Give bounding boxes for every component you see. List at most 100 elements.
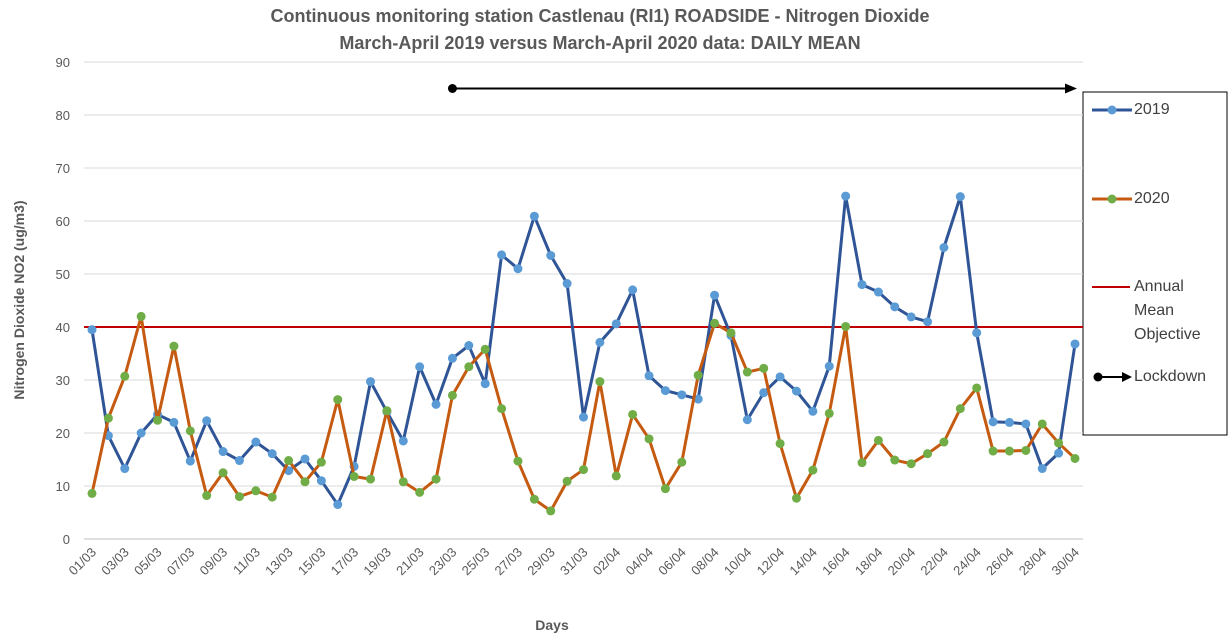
data-point — [103, 413, 113, 423]
y-tick-label: 90 — [56, 55, 70, 70]
data-point — [300, 477, 310, 487]
data-point — [660, 386, 670, 396]
x-tick-label: 22/04 — [917, 545, 951, 579]
data-point — [1021, 445, 1031, 455]
x-tick-label: 16/04 — [819, 545, 853, 579]
data-point — [1004, 446, 1014, 456]
data-point — [480, 379, 490, 389]
x-tick-label: 01/03 — [66, 545, 100, 579]
legend-label: 2019 — [1134, 101, 1170, 118]
x-tick-label: 28/04 — [1016, 545, 1050, 579]
data-point — [120, 464, 130, 474]
data-point — [923, 449, 933, 459]
data-point — [611, 319, 621, 329]
data-point — [1070, 453, 1080, 463]
data-point — [415, 362, 425, 372]
data-point — [808, 406, 818, 416]
data-point — [316, 476, 326, 486]
data-point — [136, 311, 146, 321]
data-point — [202, 491, 212, 501]
data-point — [202, 416, 212, 426]
data-point — [382, 406, 392, 416]
data-point — [480, 344, 490, 354]
data-point — [1037, 464, 1047, 474]
data-point — [497, 404, 507, 414]
chart-subtitle: March-April 2019 versus March-April 2020… — [339, 33, 860, 53]
chart-title: Continuous monitoring station Castlenau … — [270, 6, 929, 26]
data-point — [988, 417, 998, 427]
data-point — [923, 317, 933, 327]
x-tick-label: 10/04 — [721, 545, 755, 579]
x-tick-label: 19/03 — [360, 545, 394, 579]
x-tick-label: 02/04 — [590, 545, 624, 579]
data-point — [939, 243, 949, 252]
arrow-head — [1065, 83, 1077, 94]
data-point — [267, 449, 277, 459]
data-point — [841, 321, 851, 331]
data-point — [349, 471, 359, 481]
data-point — [759, 363, 769, 373]
x-tick-label: 09/03 — [197, 545, 231, 579]
x-tick-label: 30/04 — [1049, 545, 1083, 579]
y-tick-label: 30 — [56, 373, 70, 388]
data-point — [595, 377, 605, 387]
data-point — [87, 325, 97, 335]
x-tick-label: 15/03 — [295, 545, 329, 579]
data-point — [316, 457, 326, 467]
data-point — [136, 428, 146, 438]
data-point — [742, 415, 752, 425]
data-point — [791, 493, 801, 503]
data-point — [857, 458, 867, 468]
data-point — [1070, 339, 1080, 349]
x-tick-label: 03/03 — [98, 545, 132, 579]
data-point — [234, 492, 244, 502]
y-tick-label: 10 — [56, 479, 70, 494]
data-point — [234, 456, 244, 466]
data-point — [398, 436, 408, 446]
data-point — [906, 459, 916, 469]
x-tick-label: 23/03 — [426, 545, 460, 579]
data-point — [972, 328, 982, 338]
x-tick-label: 20/04 — [885, 545, 919, 579]
data-point — [808, 465, 818, 475]
data-point — [333, 500, 343, 510]
data-point — [579, 465, 588, 475]
data-point — [1021, 419, 1031, 429]
data-point — [169, 341, 179, 351]
y-tick-label: 60 — [56, 214, 70, 229]
data-point — [841, 191, 851, 201]
data-point — [218, 447, 228, 457]
y-tick-label: 70 — [56, 161, 70, 176]
data-point — [693, 394, 703, 404]
data-point — [873, 287, 883, 297]
x-tick-label: 21/03 — [393, 545, 427, 579]
data-point — [366, 377, 376, 387]
legend-label: Annual Mean Objective — [1134, 278, 1201, 343]
legend-label: Lockdown — [1134, 368, 1207, 385]
x-tick-label: 29/03 — [524, 545, 558, 579]
data-point — [185, 456, 195, 466]
y-tick-label: 20 — [56, 426, 70, 441]
data-point — [873, 435, 883, 445]
data-point — [710, 318, 720, 328]
data-point — [333, 395, 343, 405]
x-tick-label: 18/04 — [852, 545, 886, 579]
data-point — [955, 192, 965, 202]
data-point — [906, 312, 916, 322]
data-point — [169, 417, 179, 427]
legend-swatch — [1122, 372, 1132, 382]
data-point — [1004, 417, 1014, 427]
y-tick-label: 0 — [63, 532, 70, 547]
x-tick-label: 05/03 — [131, 545, 165, 579]
data-point — [791, 386, 801, 396]
x-tick-label: 07/03 — [164, 545, 198, 579]
legend-box — [1082, 91, 1228, 436]
data-point — [546, 506, 556, 516]
data-point — [218, 468, 228, 478]
legend-label: 2020 — [1134, 190, 1170, 207]
x-tick-label: 26/04 — [983, 545, 1017, 579]
data-point — [251, 437, 261, 447]
x-axis-title: Days — [535, 617, 569, 633]
